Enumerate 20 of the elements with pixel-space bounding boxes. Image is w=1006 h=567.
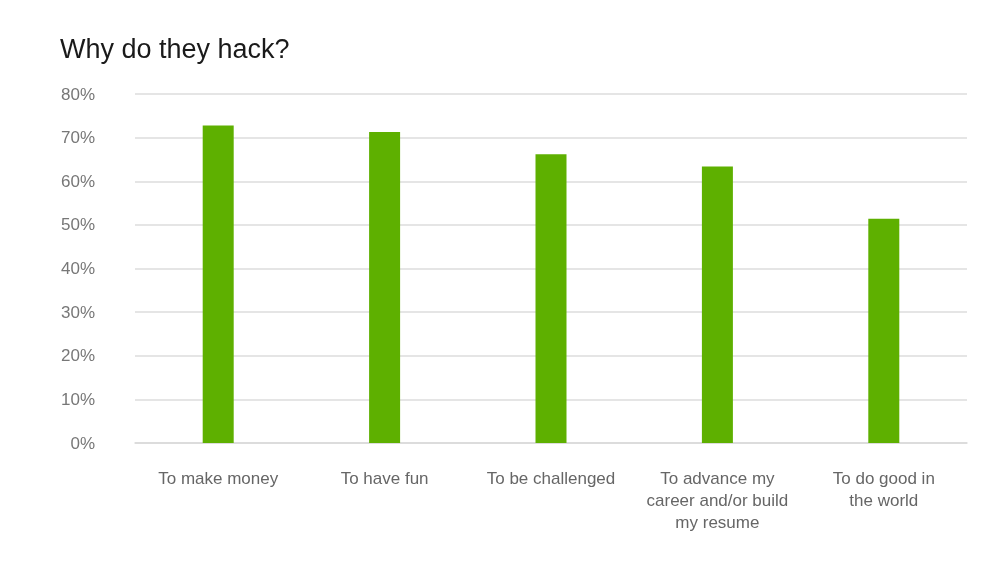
x-tick-label: To have fun bbox=[340, 468, 429, 488]
y-tick-label: 70% bbox=[60, 128, 95, 148]
y-tick-label: 80% bbox=[60, 84, 95, 104]
bar bbox=[535, 154, 567, 443]
y-tick-label: 40% bbox=[60, 259, 95, 278]
bar bbox=[701, 166, 733, 443]
x-tick-label: To be challenged bbox=[486, 468, 616, 488]
bar bbox=[868, 218, 900, 443]
chart-title: Why do they hack? bbox=[60, 33, 290, 64]
y-tick-label: 50% bbox=[60, 215, 95, 235]
y-tick-label: 20% bbox=[60, 346, 95, 366]
y-tick-label: 10% bbox=[60, 389, 95, 409]
bar bbox=[202, 125, 234, 443]
x-tick-label: To advance my career and/or build my resume bbox=[646, 468, 789, 532]
x-tick-label: To do good in the world bbox=[832, 468, 935, 510]
y-tick-label: 60% bbox=[60, 171, 95, 191]
y-tick-label: 30% bbox=[60, 302, 95, 322]
x-tick-label: To make money bbox=[158, 468, 279, 488]
bar bbox=[369, 131, 401, 443]
y-tick-label: 0% bbox=[70, 433, 95, 453]
